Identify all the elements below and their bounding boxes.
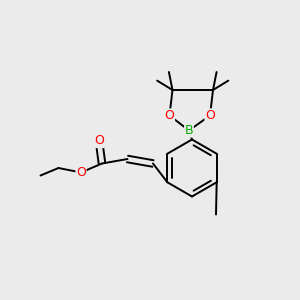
Text: B: B [185, 124, 193, 137]
Text: O: O [76, 166, 86, 179]
Text: O: O [205, 109, 215, 122]
Text: O: O [165, 109, 174, 122]
Text: O: O [94, 134, 104, 148]
